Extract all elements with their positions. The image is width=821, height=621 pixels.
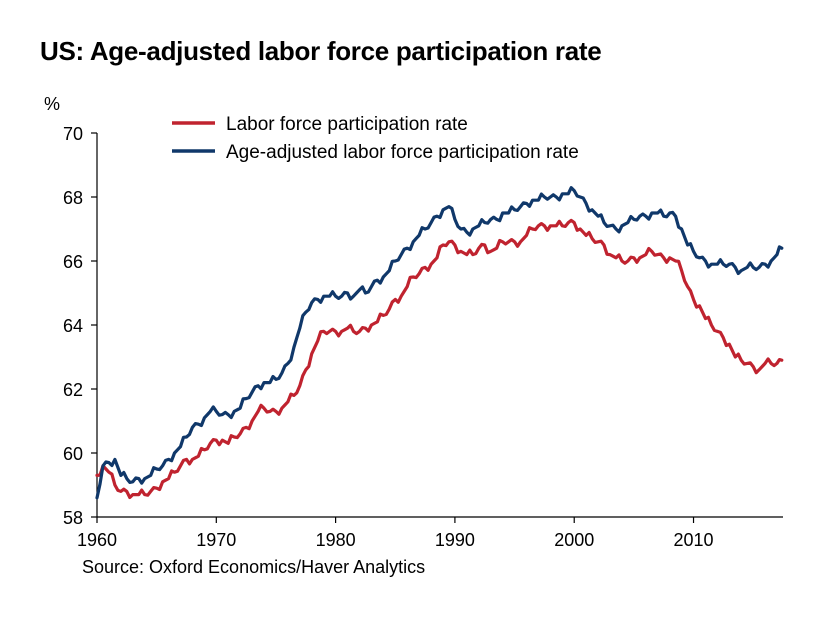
y-tick: 64	[63, 316, 97, 336]
x-tick-label: 1960	[77, 530, 117, 550]
y-tick-label: 60	[63, 444, 83, 464]
x-tick-label: 2000	[554, 530, 594, 550]
y-tick-label: 70	[63, 124, 83, 144]
x-tick-label: 2010	[673, 530, 713, 550]
x-tick: 1980	[316, 517, 356, 550]
source-note: Source: Oxford Economics/Haver Analytics	[82, 557, 426, 577]
y-tick-label: 68	[63, 188, 83, 208]
x-tick-label: 1980	[316, 530, 356, 550]
x-tick: 2000	[554, 517, 594, 550]
x-tick: 1960	[77, 517, 117, 550]
chart-series	[95, 186, 784, 500]
legend-entry-1: Labor force participation rate	[172, 114, 468, 135]
series-line-1	[95, 218, 784, 500]
chart-title: US: Age-adjusted labor force participati…	[40, 36, 602, 66]
x-tick: 2010	[673, 517, 714, 550]
y-tick-label: 66	[63, 252, 83, 272]
chart-legend: Labor force participation rate Age-adjust…	[172, 114, 579, 163]
x-tick: 1990	[435, 517, 475, 550]
y-tick: 70	[63, 124, 97, 144]
legend-label: Age-adjusted labor force participation r…	[226, 142, 579, 163]
y-tick-label: 62	[63, 380, 83, 400]
legend-entry-2: Age-adjusted labor force participation r…	[172, 142, 579, 163]
series-line-2	[95, 186, 784, 500]
y-tick: 58	[63, 508, 97, 528]
chart-axes: 58 60 62 64 66 68 70 1960 1970 1980 1990 2000 2010	[63, 124, 783, 550]
legend-label: Labor force participation rate	[226, 114, 468, 135]
x-tick-label: 1970	[196, 530, 236, 550]
y-tick: 66	[63, 252, 97, 272]
y-tick-label: 64	[63, 316, 83, 336]
x-tick-label: 1990	[435, 530, 475, 550]
y-axis-unit-label: %	[44, 94, 61, 114]
y-tick: 68	[63, 188, 97, 208]
y-tick-label: 58	[63, 508, 83, 528]
y-tick: 62	[63, 380, 97, 400]
x-tick: 1970	[196, 517, 236, 550]
y-tick: 60	[63, 444, 97, 464]
